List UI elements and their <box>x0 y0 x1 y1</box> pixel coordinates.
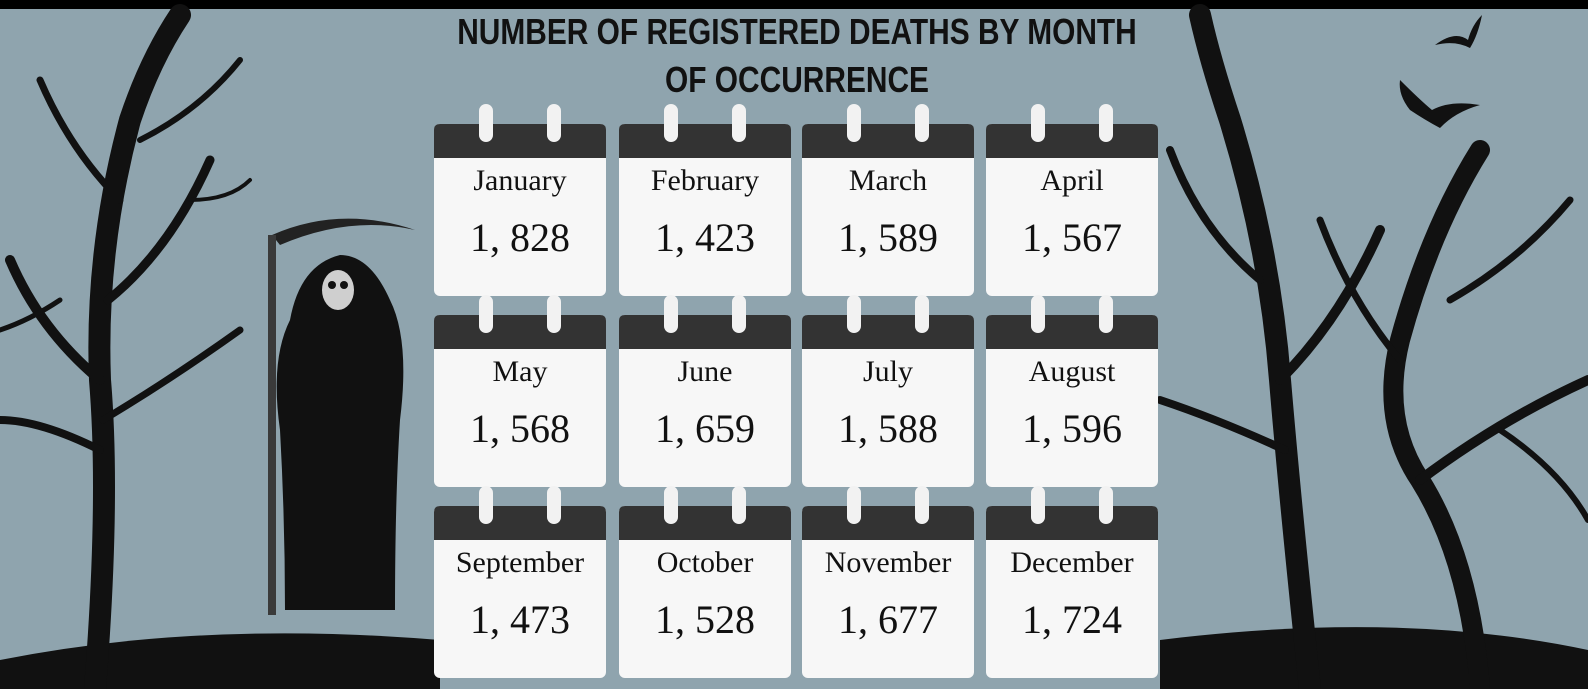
death-count: 1, 528 <box>655 597 755 642</box>
card-header <box>986 124 1158 158</box>
death-count: 1, 423 <box>655 215 755 260</box>
ring <box>1099 295 1113 333</box>
death-count: 1, 828 <box>470 215 570 260</box>
ring <box>732 104 746 142</box>
ring <box>1031 486 1045 524</box>
ring <box>915 486 929 524</box>
card-header <box>802 124 974 158</box>
month-label: March <box>849 164 927 197</box>
card-header <box>802 315 974 349</box>
card-header <box>434 315 606 349</box>
month-label: August <box>1029 355 1116 388</box>
death-count: 1, 677 <box>838 597 938 642</box>
ring <box>915 295 929 333</box>
card-header <box>434 506 606 540</box>
ring <box>732 295 746 333</box>
month-label: May <box>493 355 548 388</box>
month-label: June <box>678 355 733 388</box>
ring <box>1099 486 1113 524</box>
ring <box>1031 295 1045 333</box>
ring <box>547 295 561 333</box>
ring <box>915 104 929 142</box>
death-count: 1, 596 <box>1022 406 1122 451</box>
ring <box>664 295 678 333</box>
month-label: July <box>863 355 913 388</box>
ring <box>664 486 678 524</box>
death-count: 1, 567 <box>1022 215 1122 260</box>
ring <box>1099 104 1113 142</box>
ring <box>847 104 861 142</box>
ring <box>479 486 493 524</box>
ring <box>1031 104 1045 142</box>
calendar-grid: January 1, 828 February 1, 423 March 1, 589 Ap… <box>0 0 1588 689</box>
ring <box>547 104 561 142</box>
death-count: 1, 568 <box>470 406 570 451</box>
ring <box>664 104 678 142</box>
ring <box>547 486 561 524</box>
month-label: November <box>825 546 952 579</box>
month-label: October <box>657 546 754 579</box>
death-count: 1, 473 <box>470 597 570 642</box>
month-label: January <box>473 164 566 197</box>
ring <box>732 486 746 524</box>
card-header <box>619 315 791 349</box>
card-header <box>434 124 606 158</box>
card-header <box>986 506 1158 540</box>
card-header <box>802 506 974 540</box>
card-header <box>986 315 1158 349</box>
death-count: 1, 724 <box>1022 597 1122 642</box>
ring <box>847 295 861 333</box>
ring <box>847 486 861 524</box>
death-count: 1, 589 <box>838 215 938 260</box>
month-label: February <box>651 164 759 197</box>
infographic: NUMBER OF REGISTERED DEATHS BY MONTH OF … <box>0 0 1588 689</box>
month-label: September <box>456 546 584 579</box>
month-label: December <box>1010 546 1133 579</box>
card-header <box>619 506 791 540</box>
ring <box>479 295 493 333</box>
card-header <box>619 124 791 158</box>
death-count: 1, 588 <box>838 406 938 451</box>
death-count: 1, 659 <box>655 406 755 451</box>
ring <box>479 104 493 142</box>
month-label: April <box>1040 164 1103 197</box>
